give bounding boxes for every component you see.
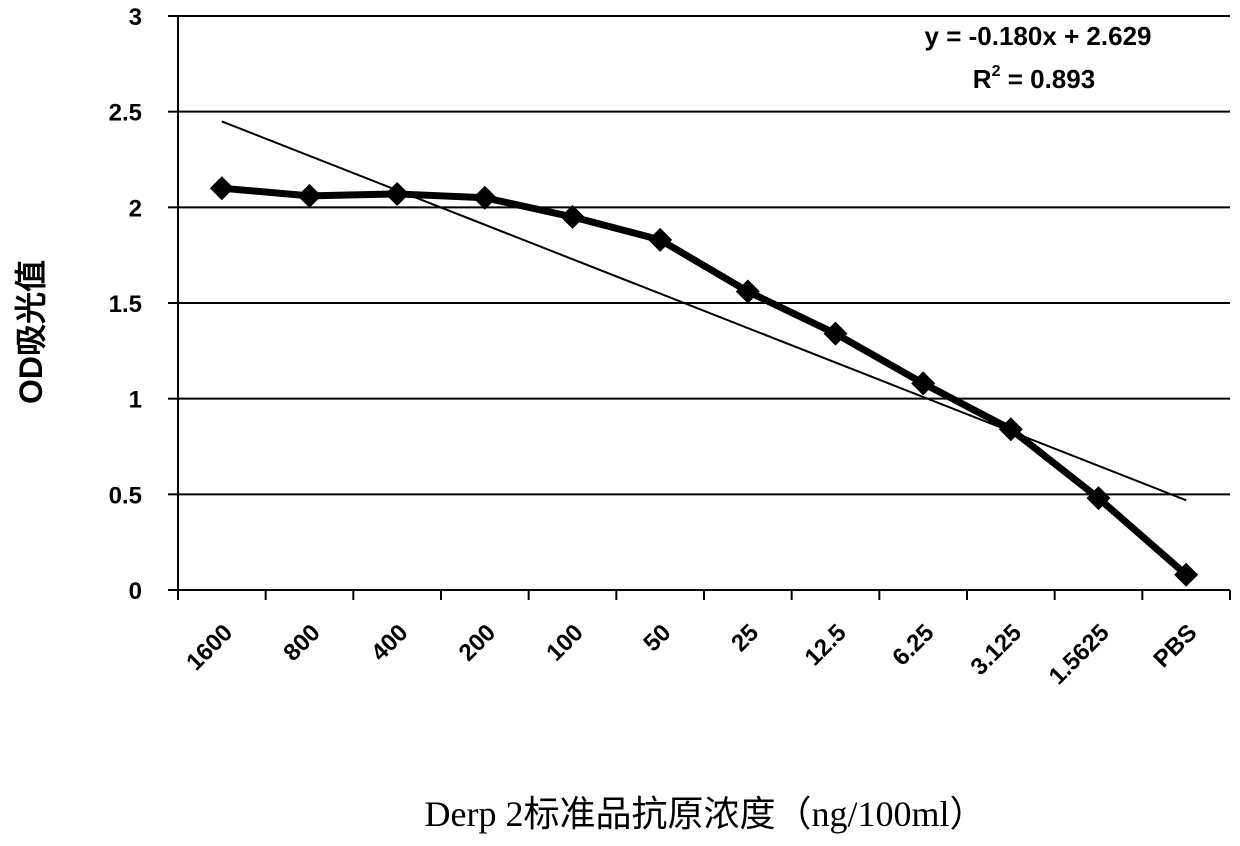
data-point-800: [298, 184, 322, 208]
y-tick-label: 2.5: [109, 100, 142, 127]
x-tick-label: 200: [454, 619, 501, 666]
y-axis-label: OD吸光值: [13, 260, 49, 404]
x-tick-label: 6.25: [887, 619, 939, 671]
y-tick-label: 0: [129, 578, 142, 605]
data-point-1600: [210, 176, 234, 200]
y-tick-label: 1: [129, 387, 142, 414]
trendline: [222, 121, 1186, 500]
y-tick-label: 0.5: [109, 482, 142, 509]
x-tick-label: 100: [541, 619, 588, 666]
series-markers: [210, 176, 1198, 586]
x-tick-label: 3.125: [966, 619, 1028, 681]
x-tick-label: PBS: [1148, 619, 1202, 673]
equation-label: y = -0.180x + 2.629: [925, 21, 1152, 51]
x-tick-label: 12.5: [800, 619, 852, 671]
data-point-200: [473, 186, 497, 210]
y-tick-label: 1.5: [109, 291, 142, 318]
r-squared-label: R2 = 0.893: [973, 63, 1095, 94]
series-line: [222, 188, 1186, 574]
trendline-path: [222, 121, 1186, 500]
data-point-100: [561, 205, 585, 229]
x-tick-label: 25: [726, 619, 764, 657]
x-tick-label: 50: [638, 619, 676, 657]
x-axis-label: Derp 2标准品抗原浓度（ng/100ml）: [425, 794, 986, 834]
data-point-400: [385, 182, 409, 206]
x-tick-label: 1.5625: [1044, 619, 1115, 690]
x-tick-labels: 1600 800 400 200 100 50 25 12.5 6.25 3.125 1.5625 P…: [181, 619, 1202, 690]
x-tick-label: 400: [366, 619, 413, 666]
y-tick-label: 2: [129, 195, 142, 222]
x-tick-label: 1600: [181, 619, 238, 676]
y-tick-label: 3: [129, 4, 142, 31]
series-line-path: [222, 188, 1186, 574]
x-tick-label: 800: [278, 619, 325, 666]
y-tick-labels: 0 0.5 1 1.5 2 2.5 3: [109, 4, 142, 605]
